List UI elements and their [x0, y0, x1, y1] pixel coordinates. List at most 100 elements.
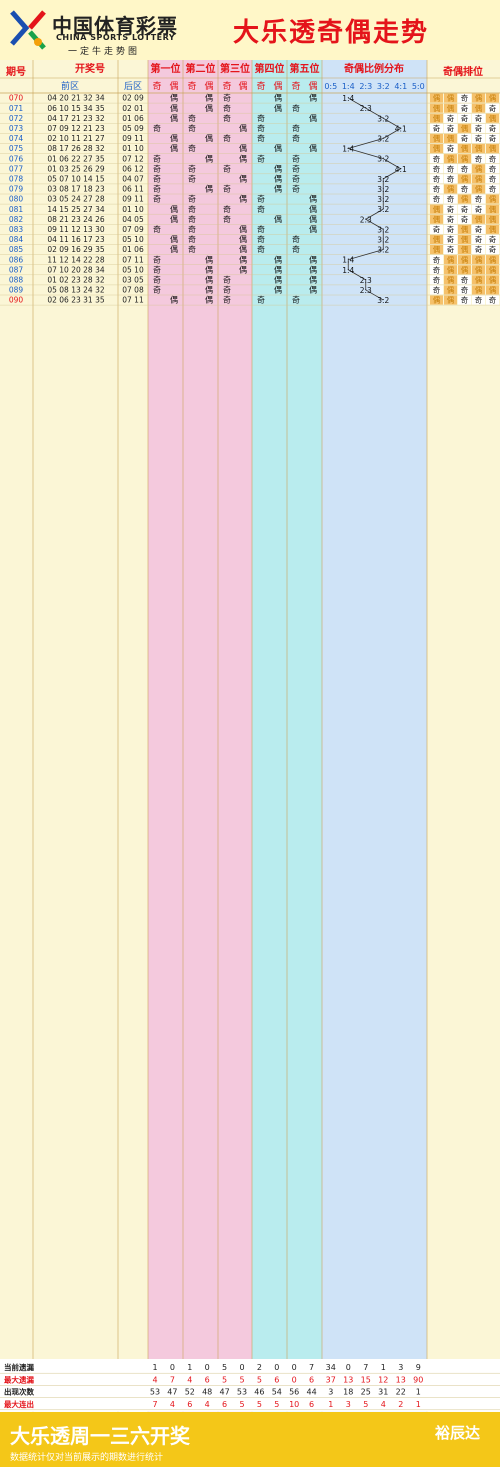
arrange-text: 奇	[447, 244, 455, 254]
arrange-text: 奇	[461, 133, 469, 143]
stats-position-value: 5	[222, 1363, 227, 1372]
position-cell: 奇	[223, 295, 231, 305]
stats-ratio-value: 13	[343, 1375, 353, 1384]
issue-cell: 075	[9, 144, 24, 153]
arrange-text: 偶	[461, 143, 469, 153]
position-cell: 偶	[309, 204, 317, 214]
stats-position-value: 52	[185, 1388, 195, 1397]
stats-position-value: 44	[307, 1388, 317, 1397]
issue-cell: 070	[9, 94, 24, 103]
header-odd-3: 奇	[222, 80, 231, 92]
position-cell: 偶	[205, 254, 213, 264]
arrange-text: 奇	[489, 153, 497, 163]
arrange-cell	[472, 123, 485, 133]
arrange-cell	[486, 245, 499, 255]
stats-position-value: 47	[220, 1388, 230, 1397]
arrange-cell	[486, 295, 499, 305]
position-cell: 偶	[274, 93, 282, 103]
position-cell: 奇	[188, 113, 196, 123]
issue-cell: 076	[9, 154, 24, 163]
stats-position-value: 5	[257, 1375, 262, 1384]
front-cell: 06 10 15 34 35	[47, 104, 104, 113]
arrange-text: 奇	[433, 224, 441, 234]
front-cell: 03 05 24 27 28	[47, 195, 104, 204]
header-ratio-label: 2:3	[359, 82, 372, 91]
stats-ratio-value: 1	[381, 1363, 386, 1372]
arrange-text: 奇	[475, 113, 483, 123]
back-cell: 04 05	[122, 215, 144, 224]
header-odd-2: 奇	[187, 80, 196, 92]
arrange-cell	[444, 245, 457, 255]
position-cell: 奇	[223, 214, 231, 224]
arrange-cell	[486, 224, 499, 234]
arrange-cell	[458, 295, 471, 305]
position-cell: 偶	[274, 275, 282, 285]
back-cell: 06 12	[122, 164, 144, 173]
arrange-cell	[472, 285, 485, 295]
front-cell: 01 03 25 26 29	[47, 164, 104, 173]
arrange-cell	[444, 184, 457, 194]
arrange-cell	[444, 144, 457, 154]
position-cell: 偶	[239, 264, 247, 274]
arrange-text: 偶	[433, 234, 441, 244]
stats-position-value: 7	[152, 1400, 157, 1409]
arrange-cell	[430, 275, 443, 285]
position-cell: 奇	[257, 123, 265, 133]
issue-cell: 082	[9, 215, 24, 224]
issue-cell: 085	[9, 245, 24, 254]
stats-ratio-value: 12	[378, 1375, 388, 1384]
arrange-text: 偶	[489, 194, 497, 204]
arrange-cell	[472, 295, 485, 305]
stats-position-value: 6	[274, 1375, 279, 1384]
arrange-text: 偶	[447, 103, 455, 113]
position-cell: 奇	[153, 184, 161, 194]
position-cell: 奇	[223, 93, 231, 103]
arrange-cell	[430, 113, 443, 123]
stats-ratio-value: 25	[361, 1388, 371, 1397]
position-cell: 偶	[170, 133, 178, 143]
position-cell: 奇	[223, 163, 231, 173]
back-cell: 01 06	[122, 245, 144, 254]
back-cell: 07 12	[122, 154, 144, 163]
arrange-text: 奇	[447, 123, 455, 133]
arrange-text: 偶	[447, 133, 455, 143]
position-cell: 偶	[309, 214, 317, 224]
stats-ratio-value: 1	[416, 1400, 421, 1409]
stats-ratio-value: 5	[363, 1400, 368, 1409]
arrange-cell	[486, 234, 499, 244]
front-cell: 02 10 11 21 27	[47, 134, 104, 143]
header-even-2: 偶	[204, 80, 213, 92]
arrange-cell	[472, 275, 485, 285]
ratio-value: 3:2	[377, 225, 389, 234]
ratio-value: 3:2	[377, 195, 389, 204]
arrange-text: 偶	[447, 93, 455, 103]
lottery-logo: 中国体育彩票 CHINA SPORTS LOTTERY 一定牛走势图	[8, 6, 208, 57]
arrange-cell	[430, 285, 443, 295]
stats-ratio-value: 1	[416, 1388, 421, 1397]
arrange-text: 偶	[447, 153, 455, 163]
arrange-cell	[444, 174, 457, 184]
issue-cell: 077	[9, 164, 24, 173]
back-cell: 07 08	[122, 286, 144, 295]
position-cell: 偶	[170, 93, 178, 103]
position-cell: 偶	[309, 93, 317, 103]
arrange-cell	[458, 93, 471, 103]
stats-position-value: 4	[205, 1400, 210, 1409]
arrange-text: 奇	[433, 153, 441, 163]
arrange-cell	[472, 214, 485, 224]
issue-cell: 087	[9, 265, 24, 274]
arrange-cell	[430, 93, 443, 103]
header-odd-1: 奇	[152, 80, 161, 92]
arrange-cell	[458, 184, 471, 194]
arrange-cell	[486, 103, 499, 113]
stats-position-value: 6	[187, 1400, 192, 1409]
issue-cell: 071	[9, 104, 24, 113]
stats-position-value: 7	[309, 1363, 314, 1372]
arrange-cell	[472, 224, 485, 234]
arrange-cell	[430, 204, 443, 214]
stats-position-value: 2	[257, 1363, 262, 1372]
arrange-cell	[430, 103, 443, 113]
arrange-cell	[430, 184, 443, 194]
arrange-text: 偶	[461, 153, 469, 163]
stats-position-value: 47	[167, 1388, 177, 1397]
